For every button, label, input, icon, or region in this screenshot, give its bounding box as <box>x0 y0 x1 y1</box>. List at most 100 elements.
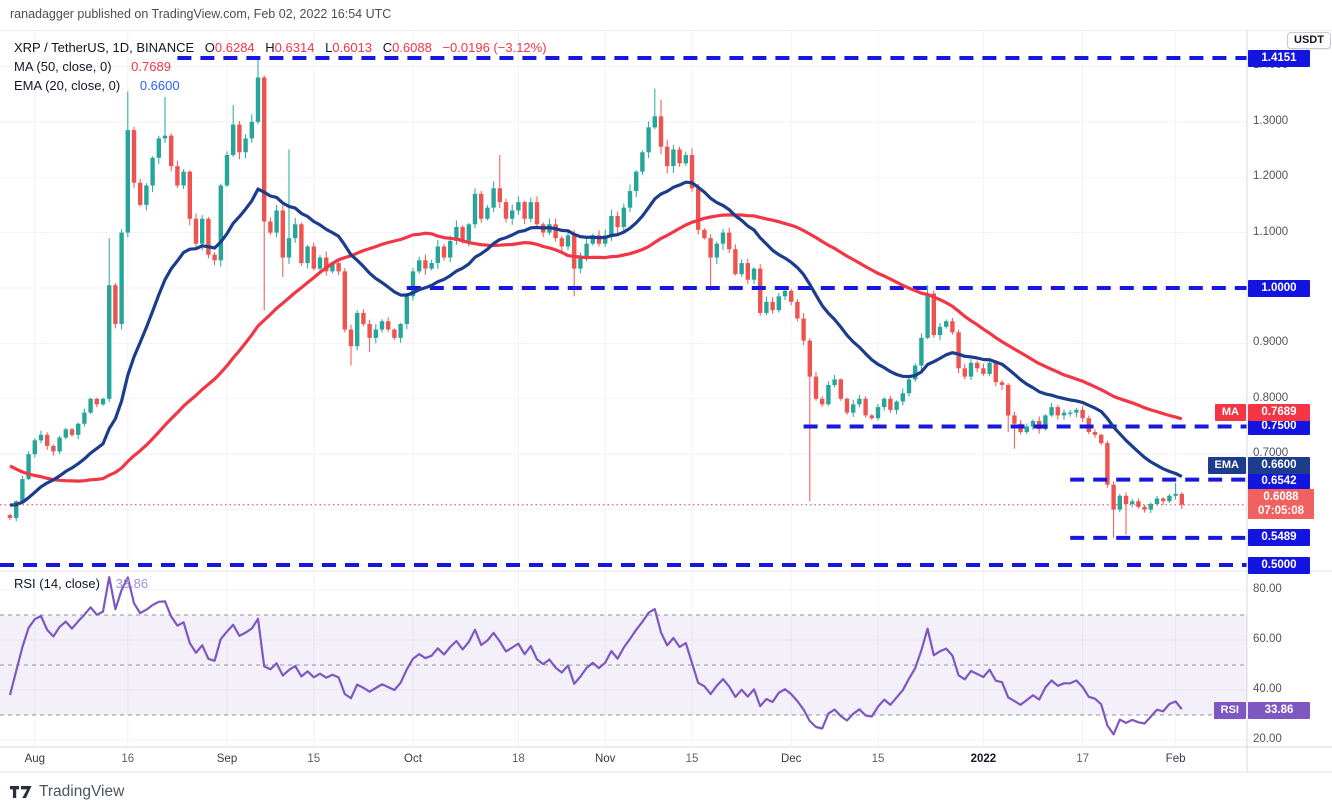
candle-body <box>696 188 701 230</box>
rsi-tick: 20.00 <box>1253 733 1282 745</box>
candle-body <box>63 429 68 438</box>
candle-body <box>1148 504 1153 510</box>
ema-tag-badge: EMA <box>1207 456 1246 474</box>
candle-body <box>299 224 304 264</box>
candle-body <box>503 202 509 219</box>
candle-body <box>7 515 13 518</box>
candle-body <box>559 238 564 247</box>
tradingview-logo-icon[interactable] <box>10 784 32 800</box>
price-tick: 0.8000 <box>1253 391 1289 404</box>
candle-body <box>516 202 521 211</box>
candle-body <box>572 235 577 269</box>
candle-body <box>410 271 416 297</box>
rsi-label[interactable]: RSI (14, close) <box>14 576 100 591</box>
candle-body <box>379 321 385 330</box>
candle-body <box>361 312 366 325</box>
candle-body <box>782 290 788 297</box>
candle-body <box>417 260 422 272</box>
candle-body <box>646 127 651 153</box>
candle-body <box>795 301 800 319</box>
candle-body <box>324 257 329 272</box>
candle-body <box>789 290 794 302</box>
candle-body <box>937 326 943 336</box>
candle-body <box>1030 420 1036 427</box>
ma-tag-badge: MA <box>1214 403 1246 421</box>
candle-body <box>906 379 912 394</box>
candle-body <box>249 121 254 139</box>
change-value: −0.0196 (−3.12%) <box>442 40 547 55</box>
candle-body <box>181 171 186 186</box>
candle-body <box>237 124 242 153</box>
candle-body <box>1074 409 1079 413</box>
candle-body <box>293 224 298 239</box>
candle-body <box>76 423 81 435</box>
ema-label[interactable]: EMA (20, close, 0) <box>14 78 121 93</box>
candle-body <box>435 246 440 264</box>
candle-body <box>1142 506 1147 510</box>
candle-body <box>894 401 899 410</box>
candle-body <box>466 224 471 241</box>
candle-body <box>175 166 180 186</box>
ma-value-badge: 0.7689 <box>1248 403 1310 421</box>
candle-body <box>355 312 360 347</box>
candle-body <box>69 429 75 435</box>
candle-body <box>658 116 664 147</box>
last-price-badge: 0.6088 07:05:08 <box>1248 489 1314 519</box>
rsi-line[interactable] <box>8 576 1183 736</box>
low-value: 0.6013 <box>332 40 373 55</box>
candle-body <box>45 434 50 446</box>
attribution-text: ranadagger published on TradingView.com,… <box>10 7 392 21</box>
tradingview-logo-text[interactable]: TradingView <box>39 783 125 800</box>
candle-body <box>708 238 713 258</box>
candle-body <box>999 382 1005 385</box>
ema20-line[interactable] <box>9 180 1183 507</box>
candle-body <box>386 321 391 330</box>
time-tick: 15 <box>685 753 699 765</box>
candle-body <box>820 398 825 405</box>
candle-body <box>801 318 806 341</box>
candle-body <box>838 379 843 399</box>
candle-body <box>962 368 967 377</box>
candle-body <box>975 362 980 369</box>
candle-body <box>404 296 409 325</box>
bar-countdown: 07:05:08 <box>1257 505 1305 517</box>
time-tick: Dec <box>780 753 802 765</box>
last-price-value: 0.6088 <box>1263 491 1299 503</box>
candle-body <box>665 146 670 167</box>
candle-body <box>286 238 292 258</box>
candle-body <box>82 412 87 424</box>
ma50-line[interactable] <box>9 213 1183 483</box>
ma-value: 0.7689 <box>131 59 171 74</box>
candle-body <box>125 130 130 233</box>
candle-body <box>193 218 199 244</box>
candle-body <box>144 185 149 205</box>
candle-body <box>677 149 682 164</box>
candle-body <box>187 171 192 219</box>
candle-body <box>1043 415 1048 430</box>
candle-body <box>57 437 62 452</box>
candle-body <box>851 404 856 413</box>
candle-body <box>373 329 378 338</box>
candle-body <box>640 152 645 172</box>
candle-body <box>764 301 769 313</box>
currency-unit-button[interactable]: USDT <box>1287 32 1331 49</box>
candle-body <box>875 407 881 419</box>
time-tick: Nov <box>594 753 616 765</box>
candle-body <box>1154 498 1160 505</box>
price-tick: 1.3000 <box>1253 114 1289 127</box>
candle-body <box>1012 415 1017 424</box>
ma-label[interactable]: MA (50, close, 0) <box>14 59 112 74</box>
symbol-title[interactable]: XRP / TetherUS, 1D, BINANCE <box>14 40 195 55</box>
candle-body <box>342 271 347 330</box>
candle-body <box>510 210 515 219</box>
high-value: 0.6314 <box>274 40 315 55</box>
candle-body <box>987 362 992 374</box>
candle-body <box>32 440 37 455</box>
ema-value: 0.6600 <box>139 78 180 93</box>
candle-body <box>305 246 310 264</box>
candle-body <box>813 376 819 399</box>
candle-body <box>950 321 955 333</box>
candle-body <box>844 398 850 413</box>
candle-body <box>423 260 428 269</box>
